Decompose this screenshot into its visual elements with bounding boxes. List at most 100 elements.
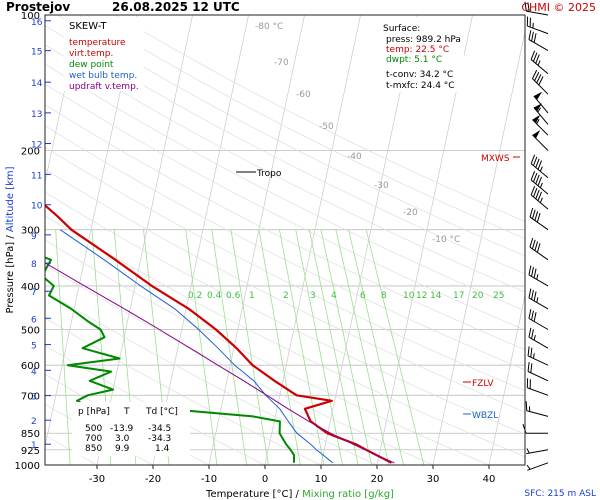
mixing-ratio-line <box>295 229 343 465</box>
surface-tmxfc: t-mxfc: 24.4 °C <box>386 81 455 91</box>
altitude-tick-label: 16 <box>31 18 43 28</box>
mixing-ratio-label: 12 <box>416 291 427 301</box>
isotherm-line <box>264 15 361 465</box>
ylabel-pressure: Pressure [hPa] <box>5 242 16 314</box>
wind-barb-full <box>535 189 540 199</box>
wind-barb-full <box>528 327 532 338</box>
wind-barb-full <box>531 209 536 219</box>
sfc-label: SFC: 215 m ASL <box>524 489 596 499</box>
wind-barb-staff <box>528 318 549 330</box>
wind-barb-full <box>532 187 538 198</box>
wind-barb-full <box>534 241 539 251</box>
wind-barb-full <box>536 243 541 253</box>
isotherm-label: -30 <box>374 181 389 191</box>
wind-barb-flag <box>533 103 543 112</box>
isotherm-label: -50 <box>319 122 334 132</box>
dry-adiabat-line <box>45 63 525 312</box>
mixing-ratio-line <box>335 229 390 465</box>
mixing-ratio-line <box>211 229 247 465</box>
wind-barb-full <box>529 17 531 28</box>
table-cell: -13.9 <box>110 424 134 434</box>
dry-adiabat-line <box>45 169 525 413</box>
isotherm-label: -20 <box>403 208 418 218</box>
wind-barb-full <box>529 207 534 218</box>
wind-barb-full <box>530 347 533 358</box>
wind-barb-full <box>530 363 533 373</box>
wind-barb-half <box>537 107 541 113</box>
wind-barb-half <box>533 353 535 359</box>
wind-barb-half <box>539 197 543 203</box>
wind-barb-full <box>534 211 539 221</box>
table-cell: -34.3 <box>148 434 171 444</box>
wind-barb-flag <box>532 129 541 139</box>
wind-barb-staff <box>527 355 549 366</box>
wind-barb-staff <box>527 371 549 382</box>
dry-adiabat-line <box>45 104 525 351</box>
wind-barb-full <box>524 1 527 12</box>
legend-item-temperature: temperature <box>69 38 126 48</box>
wind-barb <box>527 346 549 366</box>
mixing-ratio-label: 2 <box>283 291 289 301</box>
sounding-datetime: 26.08.2025 12 UTC <box>112 0 240 14</box>
mixing-ratio-label: 1 <box>249 291 255 301</box>
dry-adiabat-line <box>45 215 525 458</box>
wind-barb <box>531 69 549 95</box>
mixing-ratio-label: 17 <box>453 291 464 301</box>
wind-barb <box>522 424 548 434</box>
table-cell: 700 <box>85 434 102 444</box>
surface-press: press: 989.2 hPa <box>386 35 461 45</box>
xlabel-mixing: Mixing ratio [g/kg] <box>302 489 394 500</box>
wind-barb <box>528 288 549 310</box>
x-tick-label: -30 <box>89 474 105 485</box>
legend-item-virt-temp: virt.temp. <box>69 49 113 59</box>
wind-barb-full <box>531 31 534 42</box>
wind-barb-full <box>531 290 534 300</box>
mixing-ratio-line <box>320 229 373 465</box>
isotherm-label: -70 <box>274 58 289 68</box>
table-cell: 1.4 <box>155 444 170 454</box>
surface-info: Surface: press: 989.2 hPa temp: 22.5 °C … <box>380 17 464 92</box>
altitude-tick-label: 10 <box>31 202 43 212</box>
isotherm-label: -10 °C <box>432 235 460 245</box>
altitude-tick-label: 11 <box>31 171 42 181</box>
dry-adiabat-line <box>45 317 322 465</box>
wind-barb-staff <box>530 163 549 179</box>
x-tick-label: 40 <box>483 474 496 485</box>
wind-barb <box>528 309 549 330</box>
dry-adiabat-line <box>45 125 525 371</box>
altitude-tick-label: 7 <box>31 288 37 298</box>
isotherm-line <box>488 293 525 465</box>
dry-adiabat-line <box>45 24 525 275</box>
wind-barb-full <box>528 30 532 40</box>
wind-barb-full <box>537 191 542 201</box>
mixing-ratio-label: 20 <box>472 291 484 301</box>
wind-barb <box>529 207 549 231</box>
wind-barb-staff <box>528 39 549 52</box>
wind-barb-half <box>526 448 530 454</box>
wind-barb-half <box>536 297 539 303</box>
wind-barb-staff <box>528 297 549 310</box>
mixing-ratio-label: 8 <box>381 291 387 301</box>
wind-barbs <box>522 1 549 471</box>
wind-barb-staff <box>526 10 549 16</box>
tropo-label: Tropo <box>256 169 282 179</box>
wind-barb-full <box>531 329 534 339</box>
wind-barb-staff <box>530 59 549 75</box>
mixing-ratio-label: 10 <box>403 291 415 301</box>
wind-barb-staff <box>532 78 549 95</box>
pressure-tick-label: 300 <box>21 226 40 237</box>
table-header-t: T <box>123 407 130 417</box>
wind-barb <box>528 265 549 287</box>
legend-title: SKEW-T <box>69 21 107 32</box>
wind-barb <box>526 378 549 396</box>
altitude-tick-label: 1 <box>31 441 37 451</box>
x-axis-title: Temperature [°C] / Mixing ratio [g/kg] <box>205 489 394 500</box>
dry-adiabat-line <box>45 191 525 435</box>
wind-barb-full <box>534 72 540 81</box>
altitude-tick-label: 8 <box>31 260 37 270</box>
wind-barb-flag <box>533 91 543 100</box>
wind-barb-full <box>526 16 529 27</box>
mixing-ratio-line <box>258 229 301 465</box>
altitude-tick-label: 3 <box>31 393 37 403</box>
